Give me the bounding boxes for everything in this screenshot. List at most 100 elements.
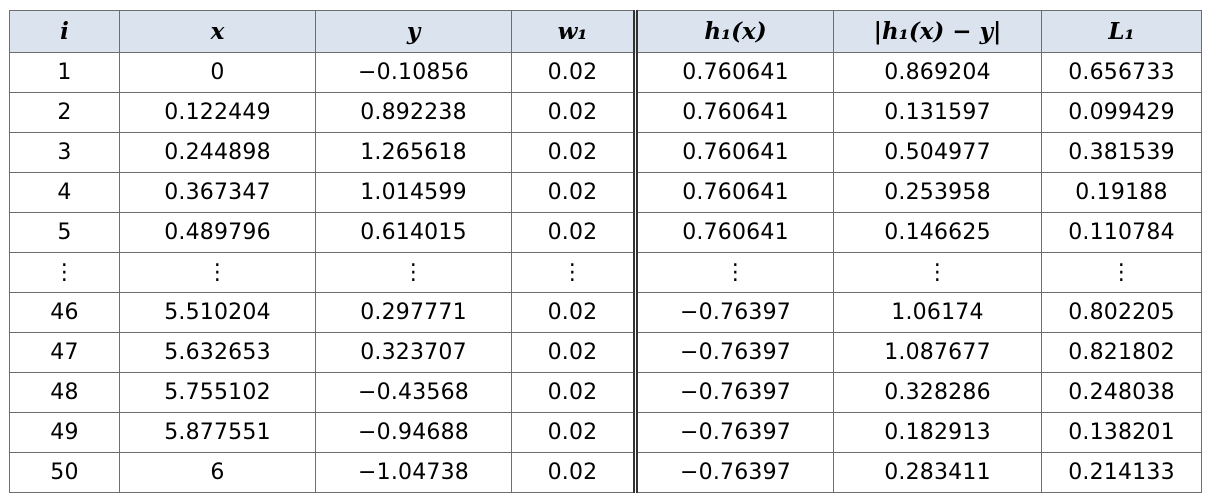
table-row: ⋮ ⋮ ⋮ ⋮ ⋮ ⋮ ⋮ [9, 252, 1202, 293]
cell-x: ⋮ [119, 252, 316, 293]
cell-x: 5.755102 [119, 372, 316, 413]
cell-l1: 0.248038 [1041, 372, 1202, 413]
cell-l1: 0.214133 [1041, 452, 1202, 493]
cell-x: 6 [119, 452, 316, 493]
table-row: 5 0.489796 0.614015 0.02 0.760641 0.146625 0.1… [9, 212, 1202, 253]
cell-h1x: 0.760641 [635, 212, 834, 253]
header-x: x [119, 10, 316, 53]
cell-w1: 0.02 [511, 92, 638, 133]
cell-i: 2 [9, 92, 120, 133]
cell-h1x: −0.76397 [635, 292, 834, 333]
table-row: 4 0.367347 1.014599 0.02 0.760641 0.253958 0.1… [9, 172, 1202, 213]
cell-h1x: 0.760641 [635, 92, 834, 133]
table-row: 47 5.632653 0.323707 0.02 −0.76397 1.087677 0.… [9, 332, 1202, 373]
cell-y: 0.323707 [315, 332, 512, 373]
cell-i: 50 [9, 452, 120, 493]
cell-h1x: −0.76397 [635, 332, 834, 373]
cell-y: −1.04738 [315, 452, 512, 493]
cell-x: 0.367347 [119, 172, 316, 213]
header-abs-error: |h₁(x) − y| [833, 10, 1042, 53]
cell-abs-error: ⋮ [833, 252, 1042, 293]
cell-l1: 0.381539 [1041, 132, 1202, 173]
cell-l1: ⋮ [1041, 252, 1202, 293]
cell-h1x: 0.760641 [635, 132, 834, 173]
cell-i: 5 [9, 212, 120, 253]
cell-w1: 0.02 [511, 332, 638, 373]
data-table-container: i x y w₁ h₁(x) |h₁(x) − y| L₁ 1 0 −0.10856… [9, 10, 1202, 493]
cell-w1: 0.02 [511, 212, 638, 253]
cell-l1: 0.656733 [1041, 52, 1202, 93]
table-row: 49 5.877551 −0.94688 0.02 −0.76397 0.182913 0.… [9, 412, 1202, 453]
cell-x: 5.877551 [119, 412, 316, 453]
cell-l1: 0.138201 [1041, 412, 1202, 453]
cell-i: 4 [9, 172, 120, 213]
table-row: 3 0.244898 1.265618 0.02 0.760641 0.504977 0.3… [9, 132, 1202, 173]
cell-x: 0.122449 [119, 92, 316, 133]
cell-i: 1 [9, 52, 120, 93]
cell-x: 0.489796 [119, 212, 316, 253]
cell-abs-error: 1.06174 [833, 292, 1042, 333]
data-table: i x y w₁ h₁(x) |h₁(x) − y| L₁ 1 0 −0.10856… [9, 10, 1202, 493]
cell-h1x: −0.76397 [635, 452, 834, 493]
cell-l1: 0.19188 [1041, 172, 1202, 213]
cell-y: −0.43568 [315, 372, 512, 413]
cell-h1x: 0.760641 [635, 52, 834, 93]
cell-y: −0.94688 [315, 412, 512, 453]
table-row: 48 5.755102 −0.43568 0.02 −0.76397 0.328286 0.… [9, 372, 1202, 413]
cell-w1: 0.02 [511, 372, 638, 413]
cell-i: 48 [9, 372, 120, 413]
cell-abs-error: 0.253958 [833, 172, 1042, 213]
cell-i: ⋮ [9, 252, 120, 293]
table-row: 2 0.122449 0.892238 0.02 0.760641 0.131597 0.0… [9, 92, 1202, 133]
table-body: 1 0 −0.10856 0.02 0.760641 0.869204 0.656733 2 0… [9, 52, 1202, 493]
cell-abs-error: 0.131597 [833, 92, 1042, 133]
cell-l1: 0.821802 [1041, 332, 1202, 373]
cell-i: 49 [9, 412, 120, 453]
cell-h1x: −0.76397 [635, 372, 834, 413]
table-row: 1 0 −0.10856 0.02 0.760641 0.869204 0.656733 [9, 52, 1202, 93]
cell-i: 46 [9, 292, 120, 333]
cell-w1: 0.02 [511, 132, 638, 173]
cell-abs-error: 0.146625 [833, 212, 1042, 253]
cell-h1x: ⋮ [635, 252, 834, 293]
cell-abs-error: 0.504977 [833, 132, 1042, 173]
cell-y: 0.297771 [315, 292, 512, 333]
table-row: 50 6 −1.04738 0.02 −0.76397 0.283411 0.214133 [9, 452, 1202, 493]
header-row: i x y w₁ h₁(x) |h₁(x) − y| L₁ [9, 10, 1202, 53]
cell-y: 1.014599 [315, 172, 512, 213]
cell-l1: 0.099429 [1041, 92, 1202, 133]
cell-h1x: −0.76397 [635, 412, 834, 453]
header-i: i [9, 10, 120, 53]
cell-w1: 0.02 [511, 412, 638, 453]
cell-x: 0.244898 [119, 132, 316, 173]
cell-y: 0.614015 [315, 212, 512, 253]
header-w1: w₁ [511, 10, 638, 53]
cell-x: 5.510204 [119, 292, 316, 333]
cell-x: 0 [119, 52, 316, 93]
cell-y: 0.892238 [315, 92, 512, 133]
cell-w1: 0.02 [511, 292, 638, 333]
cell-y: ⋮ [315, 252, 512, 293]
table-header: i x y w₁ h₁(x) |h₁(x) − y| L₁ [9, 10, 1202, 53]
cell-w1: 0.02 [511, 52, 638, 93]
cell-abs-error: 0.328286 [833, 372, 1042, 413]
cell-y: 1.265618 [315, 132, 512, 173]
cell-i: 3 [9, 132, 120, 173]
cell-y: −0.10856 [315, 52, 512, 93]
cell-w1: 0.02 [511, 452, 638, 493]
cell-abs-error: 0.182913 [833, 412, 1042, 453]
header-y: y [315, 10, 512, 53]
cell-i: 47 [9, 332, 120, 373]
cell-w1: ⋮ [511, 252, 638, 293]
cell-h1x: 0.760641 [635, 172, 834, 213]
cell-l1: 0.802205 [1041, 292, 1202, 333]
cell-w1: 0.02 [511, 172, 638, 213]
cell-l1: 0.110784 [1041, 212, 1202, 253]
cell-abs-error: 0.283411 [833, 452, 1042, 493]
cell-x: 5.632653 [119, 332, 316, 373]
table-row: 46 5.510204 0.297771 0.02 −0.76397 1.06174 0.8… [9, 292, 1202, 333]
header-h1x: h₁(x) [635, 10, 834, 53]
cell-abs-error: 1.087677 [833, 332, 1042, 373]
cell-abs-error: 0.869204 [833, 52, 1042, 93]
header-l1: L₁ [1041, 10, 1202, 53]
